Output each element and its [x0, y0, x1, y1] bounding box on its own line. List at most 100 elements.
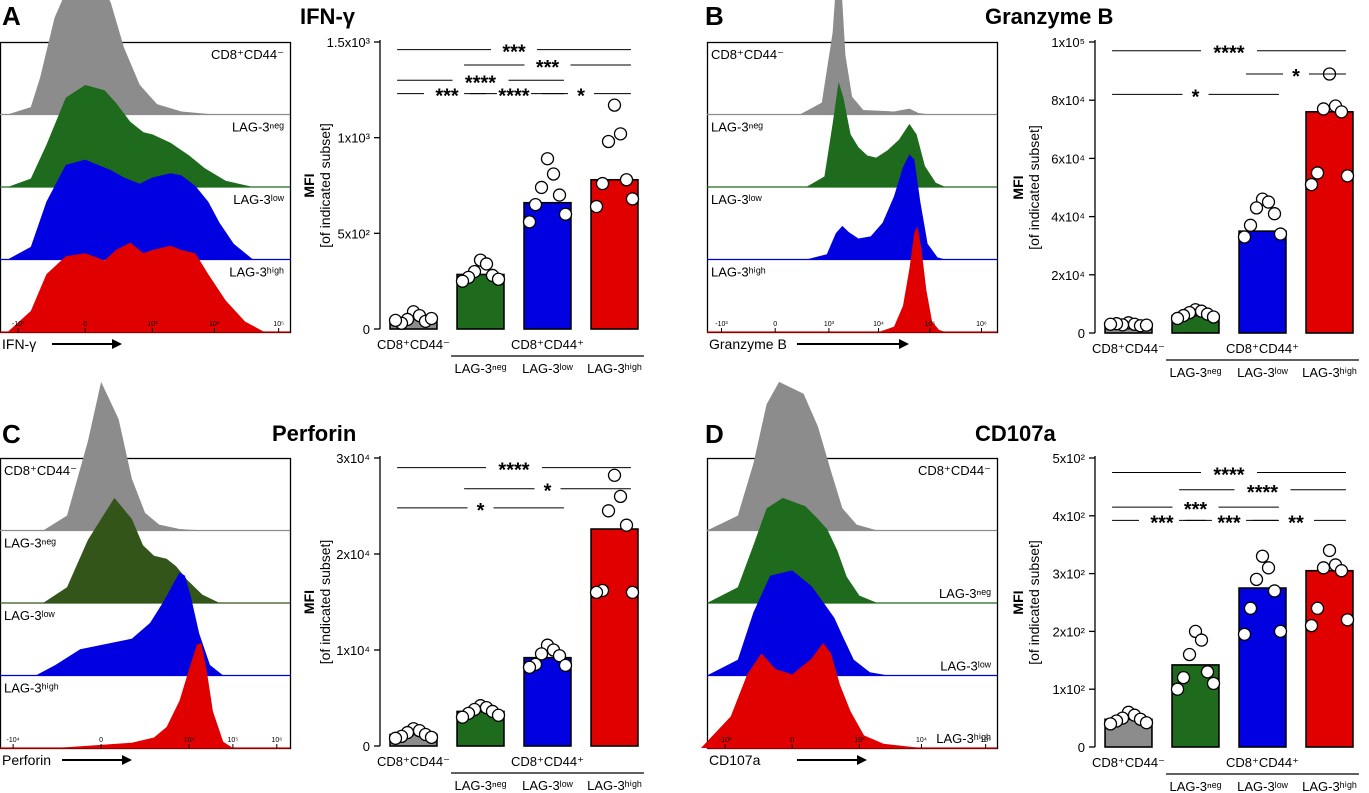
data-point — [1103, 317, 1118, 331]
data-point — [1334, 105, 1349, 119]
histogram-lag3-neg — [7, 85, 253, 187]
data-point — [1139, 716, 1154, 730]
data-point — [1200, 665, 1215, 679]
significance-label: * — [544, 481, 552, 503]
data-point — [522, 215, 537, 229]
significance-label: * — [1192, 86, 1200, 108]
data-point — [601, 504, 616, 518]
histogram-lag3-neg — [43, 497, 220, 603]
data-point — [1316, 102, 1331, 116]
histogram-tick-label: -10⁴ — [7, 737, 20, 744]
data-point — [491, 708, 506, 722]
data-point — [619, 518, 634, 532]
histogram-axis-arrow-head — [899, 339, 909, 349]
data-point — [625, 585, 640, 600]
x-group-label: CD8⁺CD44⁺ — [511, 754, 584, 769]
histogram-x-label: IFN-γ — [2, 336, 36, 352]
data-point — [1261, 561, 1276, 575]
histogram-axis-arrow-head — [122, 755, 132, 765]
histogram-track-label: LAG-3ⁿᵉᵍ — [939, 586, 991, 601]
histogram-track-label: LAG-3ʰⁱᵍʰ — [229, 265, 284, 280]
data-point — [1255, 549, 1270, 563]
data-point — [607, 468, 622, 482]
histogram-lag3-high — [7, 242, 265, 332]
data-point — [613, 489, 628, 504]
histogram-x-label: CD107a — [709, 752, 761, 768]
histogram-track-label: LAG-3ⁿᵉᵍ — [4, 536, 56, 551]
panel-title: CD107a — [975, 421, 1056, 446]
histogram-axis-arrow-head — [112, 339, 122, 349]
histogram-tick-label: -10³ — [719, 737, 732, 744]
data-point — [552, 649, 567, 663]
data-point — [552, 188, 567, 202]
data-point — [1273, 227, 1288, 241]
data-point — [1304, 177, 1319, 192]
data-point — [1237, 627, 1252, 641]
data-point — [534, 647, 549, 661]
bar-chart: 0 1x10⁴ 2x10⁴ 3x10⁴ MFI [of indicated subset]… — [301, 451, 644, 793]
y-tick-label: 5x10² — [337, 226, 370, 241]
y-tick-label: 5x10² — [1052, 451, 1085, 466]
significance-label: **** — [1247, 482, 1278, 504]
histogram-tick-label: 10³ — [854, 737, 865, 744]
y-tick-label: 3x10⁴ — [336, 451, 370, 466]
x-category-label: CD8⁺CD44⁻ — [377, 754, 450, 769]
data-point — [455, 710, 470, 724]
histogram-track-label: LAG-3ⁿᵉᵍ — [711, 120, 763, 135]
histogram-lag3-high — [878, 226, 946, 332]
histogram-cd44neg — [799, 0, 930, 115]
histogram-tick-label: 0 — [773, 321, 777, 328]
y-tick-label: 6x10⁴ — [1051, 151, 1085, 166]
histogram-tick-label: 10⁵ — [980, 737, 991, 744]
significance-label: **** — [498, 460, 529, 482]
histogram-tick-label: 10⁴ — [184, 737, 195, 744]
data-point — [619, 173, 634, 187]
data-point — [1310, 166, 1325, 180]
x-category-label: LAG-3ⁿᵉᵍ — [1169, 779, 1221, 793]
significance-label: *** — [1184, 499, 1208, 521]
histogram-overlay: CD8⁺CD44⁻ LAG-3ⁿᵉᵍ LAG-3ˡᵒʷ LAG-3ʰⁱᵍʰ -10⁴ 0 1… — [0, 381, 292, 768]
histogram-lag3-low — [707, 570, 889, 676]
histogram-lag3-low — [806, 154, 946, 260]
histogram-x-label: Perforin — [2, 752, 51, 768]
histogram-overlay: CD8⁺CD44⁻ LAG-3ⁿᵉᵍ LAG-3ˡᵒʷ LAG-3ʰⁱᵍʰ -10³ 0 1… — [0, 0, 292, 352]
histogram-tick-label: 10⁴ — [873, 321, 884, 328]
panel-title: IFN-γ — [300, 4, 356, 29]
data-point — [540, 152, 555, 166]
data-point — [424, 311, 439, 326]
bar-chart: 0 2x10⁴ 4x10⁴ 6x10⁴ 8x10⁴ 1x10⁵ MFI [of indicat… — [1010, 35, 1359, 380]
data-point — [1170, 682, 1185, 696]
histogram-tick-label: 10⁵ — [273, 321, 284, 328]
data-point — [1206, 676, 1221, 691]
significance-label: * — [577, 86, 585, 108]
data-point — [558, 207, 573, 221]
y-axis-label: MFI — [1010, 590, 1026, 614]
data-point — [1139, 318, 1154, 332]
data-point — [522, 660, 537, 674]
data-point — [1340, 613, 1355, 627]
data-point — [1170, 311, 1185, 326]
histogram-tick-label: 0 — [790, 737, 794, 744]
y-tick-label: 1x10³ — [337, 131, 370, 146]
histogram-tick-label: 10⁴ — [916, 737, 927, 744]
y-tick-label: 1x10⁵ — [1051, 35, 1085, 50]
data-point — [1194, 633, 1209, 647]
data-point — [589, 199, 604, 214]
histogram-overlay: CD8⁺CD44⁻ LAG-3ⁿᵉᵍ LAG-3ˡᵒʷ LAG-3ʰⁱᵍʰ -10³ 0 1… — [701, 381, 999, 768]
y-axis-label: MFI — [301, 590, 317, 614]
data-point — [1340, 169, 1355, 183]
bar-lag3-high — [1305, 569, 1354, 748]
histogram-track-label: LAG-3ˡᵒʷ — [940, 659, 992, 674]
y-tick-label: 0 — [1078, 740, 1085, 755]
data-point — [1249, 201, 1264, 215]
panel-letter: A — [2, 1, 21, 31]
significance-label: **** — [1213, 464, 1244, 486]
histogram-track-label: LAG-3ʰⁱᵍʰ — [4, 681, 59, 696]
histogram-tick-label: 10⁵ — [228, 737, 239, 744]
data-point — [1243, 218, 1258, 232]
histogram-track-label: LAG-3ˡᵒʷ — [233, 192, 285, 207]
significance-label: **** — [1213, 43, 1244, 65]
y-tick-label: 4x10² — [1052, 509, 1085, 524]
data-point — [1261, 195, 1276, 209]
